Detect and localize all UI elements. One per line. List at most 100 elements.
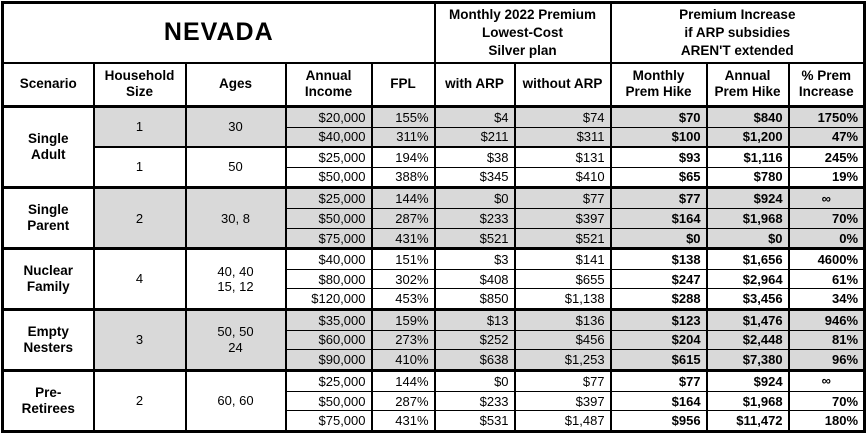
pct-increase-cell: 1750% [787,105,865,128]
with-arp-cell: $233 [433,390,515,411]
col-header-ages: Ages [184,61,286,107]
annual-hike-cell: $1,200 [705,126,789,148]
without-arp-cell: $1,253 [513,348,611,371]
ages-cell: 50 [184,146,286,188]
scenario-cell: Pre- Retirees [1,368,94,432]
table-row: Pre- Retirees 2 60, 60 $25,000 144% $0 $… [1,368,865,432]
monthly-hike-cell: $65 [609,166,707,188]
column-header-row: Scenario Household Size Ages Annual Inco… [1,61,865,107]
income-cell: $40,000 [284,126,372,148]
annual-hike-cell: $0 [705,227,789,249]
with-arp-cell: $0 [433,186,515,209]
annual-hike-cell: $2,964 [705,269,789,289]
monthly-hike-cell: $288 [609,288,707,310]
fpl-cell: 410% [370,348,435,371]
with-arp-cell: $3 [433,247,515,270]
with-arp-cell: $408 [433,269,515,289]
annual-hike-cell: $840 [705,105,789,128]
without-arp-cell: $141 [513,247,611,270]
fpl-cell: 144% [370,368,435,392]
premium-2022-header: Monthly 2022 Premium Lowest-Cost Silver … [433,2,611,63]
annual-hike-cell: $11,472 [705,410,789,432]
fpl-cell: 144% [370,186,435,209]
household-size-cell: 3 [92,308,186,371]
without-arp-cell: $74 [513,105,611,128]
monthly-hike-cell: $100 [609,126,707,148]
pct-increase-cell: 946% [787,308,865,331]
with-arp-cell: $531 [433,410,515,432]
income-cell: $50,000 [284,166,372,188]
without-arp-cell: $136 [513,308,611,331]
monthly-hike-cell: $164 [609,208,707,229]
col-header-without-arp: without ARP [513,61,611,107]
household-size-cell: 4 [92,247,186,310]
fpl-cell: 431% [370,227,435,249]
pct-increase-cell: 180% [787,410,865,432]
table-row: Empty Nesters 3 50, 50 24 $35,000 159% $… [1,308,865,371]
state-title: NEVADA [1,2,435,63]
col-header-annual-hike: Annual Prem Hike [705,61,789,107]
with-arp-cell: $252 [433,329,515,350]
monthly-hike-cell: $164 [609,390,707,411]
table-row: $50,000 287% $233 $397 $164 $1,968 70% [3,390,865,411]
income-cell: $20,000 [284,105,372,128]
income-cell: $120,000 [284,288,372,310]
without-arp-cell: $131 [513,146,611,168]
monthly-hike-cell: $0 [609,227,707,249]
pct-increase-cell: ∞ [787,186,865,209]
col-header-pct-increase: % Prem Increase [787,61,865,107]
scenario-cell: Nuclear Family [1,247,94,310]
income-cell: $25,000 [284,368,372,392]
monthly-hike-cell: $204 [609,329,707,350]
income-cell: $50,000 [284,390,372,411]
monthly-hike-cell: $138 [609,247,707,270]
pct-increase-cell: 0% [787,227,865,249]
ages-cell: 50, 50 24 [184,308,286,371]
annual-hike-cell: $2,448 [705,329,789,350]
without-arp-cell: $397 [513,208,611,229]
col-header-scenario: Scenario [1,61,94,107]
annual-hike-cell: $1,476 [705,308,789,331]
premium-increase-header: Premium Increase if ARP subsidies AREN'T… [609,2,865,63]
pct-increase-cell: 70% [787,208,865,229]
pct-increase-cell: 245% [787,146,865,168]
without-arp-cell: $311 [513,126,611,148]
annual-hike-cell: $1,656 [705,247,789,270]
fpl-cell: 311% [370,126,435,148]
household-size-cell: 1 [92,146,186,188]
fpl-cell: 151% [370,247,435,270]
with-arp-cell: $38 [433,146,515,168]
title-row: NEVADA Monthly 2022 Premium Lowest-Cost … [1,2,865,63]
pct-increase-cell: 34% [787,288,865,310]
without-arp-cell: $1,487 [513,410,611,432]
income-cell: $90,000 [284,348,372,371]
ages-cell: 40, 40 15, 12 [184,247,286,310]
without-arp-cell: $456 [513,329,611,350]
pct-increase-cell: ∞ [787,368,865,392]
table-row: $80,000 302% $408 $655 $247 $2,964 61% [3,269,865,289]
table-row: Single Parent 2 30, 8 $25,000 144% $0 $7… [1,186,865,249]
fpl-cell: 159% [370,308,435,331]
with-arp-cell: $638 [433,348,515,371]
pct-increase-cell: 96% [787,348,865,371]
without-arp-cell: $397 [513,390,611,411]
with-arp-cell: $211 [433,126,515,148]
pct-increase-cell: 81% [787,329,865,350]
table-row: Nuclear Family 4 40, 40 15, 12 $40,000 1… [1,247,865,310]
monthly-hike-cell: $70 [609,105,707,128]
without-arp-cell: $410 [513,166,611,188]
annual-hike-cell: $1,968 [705,208,789,229]
pct-increase-cell: 61% [787,269,865,289]
monthly-hike-cell: $615 [609,348,707,371]
scenario-cell: Empty Nesters [1,308,94,371]
monthly-hike-cell: $123 [609,308,707,331]
income-cell: $50,000 [284,208,372,229]
table-row: $50,000 388% $345 $410 $65 $780 19% [3,166,865,188]
income-cell: $80,000 [284,269,372,289]
fpl-cell: 431% [370,410,435,432]
annual-hike-cell: $1,116 [705,146,789,168]
with-arp-cell: $13 [433,308,515,331]
table-row: 1 50 $25,000 194% $38 $131 $93 $1,116 24… [3,146,865,188]
annual-hike-cell: $924 [705,368,789,392]
